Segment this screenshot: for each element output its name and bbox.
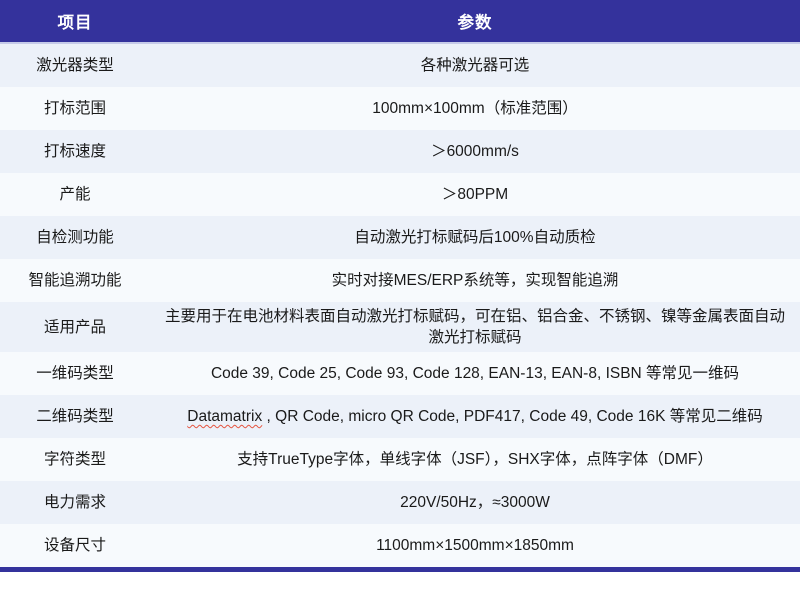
column-header-params: 参数	[457, 14, 493, 32]
spec-table: 项目 参数 激光器类型 各种激光器可选 打标范围 100mm×100mm（标准范…	[0, 0, 800, 572]
spec-value: 各种激光器可选	[150, 51, 800, 80]
table-header-row: 项目 参数	[0, 0, 800, 44]
spec-label: 产能	[59, 186, 91, 203]
spec-value-text: 各种激光器可选	[420, 57, 530, 74]
spec-label: 打标范围	[43, 100, 106, 117]
spec-value: 主要用于在电池材料表面自动激光打标赋码，可在铝、铝合金、不锈钢、镍等金属表面自动…	[150, 302, 800, 352]
spec-label: 激光器类型	[36, 57, 114, 74]
spec-label: 适用产品	[43, 318, 106, 336]
spec-label: 字符类型	[43, 451, 106, 468]
table-bottom-bar	[0, 567, 800, 572]
spec-value: 1100mm×1500mm×1850mm	[150, 531, 800, 560]
spec-value-text: 220V/50Hz，≈3000W	[400, 494, 550, 511]
spec-value-text: 支持TrueType字体，单线字体（JSF），SHX字体，点阵字体（DMF）	[237, 451, 713, 468]
spec-label: 自检测功能	[36, 229, 114, 246]
misspelled-word: Datamatrix	[187, 408, 263, 425]
table-row: 字符类型 支持TrueType字体，单线字体（JSF），SHX字体，点阵字体（D…	[0, 438, 800, 481]
table-row: 自检测功能 自动激光打标赋码后100%自动质检	[0, 216, 800, 259]
spec-value: 220V/50Hz，≈3000W	[150, 488, 800, 517]
spec-value-text: 主要用于在电池材料表面自动激光打标赋码，可在铝、铝合金、不锈钢、镍等金属表面自动…	[164, 308, 785, 346]
spec-value: 实时对接MES/ERP系统等，实现智能追溯	[150, 266, 800, 295]
table-row: 打标速度 ＞6000mm/s	[0, 130, 800, 173]
spec-label: 打标速度	[43, 143, 106, 160]
spec-value: ＞6000mm/s	[150, 137, 800, 166]
table-row: 打标范围 100mm×100mm（标准范围）	[0, 87, 800, 130]
spec-value-text: 自动激光打标赋码后100%自动质检	[354, 229, 596, 246]
table-row: 电力需求 220V/50Hz，≈3000W	[0, 481, 800, 524]
spec-value-text: 实时对接MES/ERP系统等，实现智能追溯	[331, 272, 619, 289]
spec-label: 设备尺寸	[43, 537, 106, 554]
table-row: 激光器类型 各种激光器可选	[0, 44, 800, 87]
spec-value: 100mm×100mm（标准范围）	[150, 94, 800, 123]
spec-label: 智能追溯功能	[28, 272, 122, 289]
spec-value-text: 100mm×100mm（标准范围）	[372, 100, 578, 117]
spec-value-text: 1100mm×1500mm×1850mm	[376, 537, 574, 554]
spec-value: ＞80PPM	[150, 180, 800, 209]
spec-value: Datamatrix , QR Code, micro QR Code, PDF…	[150, 402, 800, 431]
spec-value-text: Datamatrix , QR Code, micro QR Code, PDF…	[187, 408, 763, 425]
table-row: 智能追溯功能 实时对接MES/ERP系统等，实现智能追溯	[0, 259, 800, 302]
spec-label: 一维码类型	[36, 365, 114, 382]
column-header-item: 项目	[57, 14, 93, 32]
spec-value: Code 39, Code 25, Code 93, Code 128, EAN…	[150, 359, 800, 388]
spec-value-text: ＞6000mm/s	[431, 143, 519, 160]
table-row: 一维码类型 Code 39, Code 25, Code 93, Code 12…	[0, 352, 800, 395]
spec-label: 二维码类型	[36, 408, 114, 425]
spec-label: 电力需求	[43, 494, 106, 511]
table-row: 二维码类型 Datamatrix , QR Code, micro QR Cod…	[0, 395, 800, 438]
table-body: 激光器类型 各种激光器可选 打标范围 100mm×100mm（标准范围） 打标速…	[0, 44, 800, 567]
table-row: 设备尺寸 1100mm×1500mm×1850mm	[0, 524, 800, 567]
spec-value-text: ＞80PPM	[441, 186, 509, 203]
spec-value-text: Code 39, Code 25, Code 93, Code 128, EAN…	[210, 365, 740, 382]
spec-value: 支持TrueType字体，单线字体（JSF），SHX字体，点阵字体（DMF）	[150, 445, 800, 474]
table-row: 产能 ＞80PPM	[0, 173, 800, 216]
table-row: 适用产品 主要用于在电池材料表面自动激光打标赋码，可在铝、铝合金、不锈钢、镍等金…	[0, 302, 800, 352]
spec-value: 自动激光打标赋码后100%自动质检	[150, 223, 800, 252]
